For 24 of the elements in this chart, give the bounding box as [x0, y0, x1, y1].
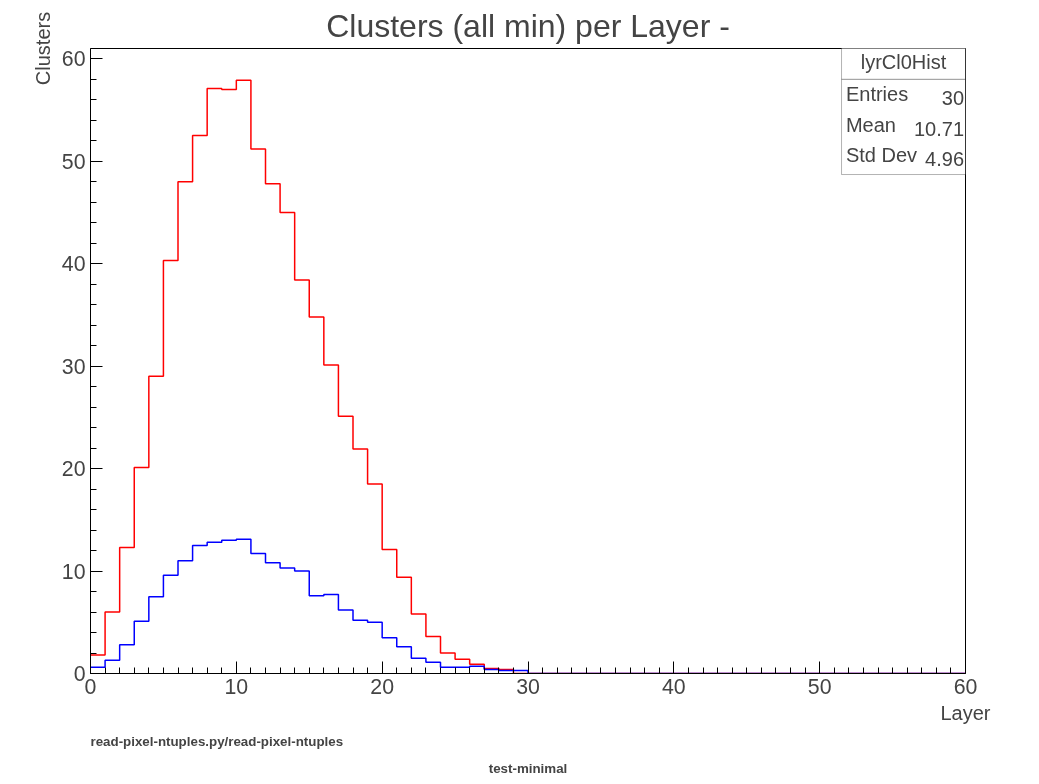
annotation: Mean [845, 113, 896, 136]
x-tick-label: 10 [224, 674, 249, 699]
y-tick-label: 20 [61, 457, 86, 482]
x-axis-title: Layer [940, 701, 991, 724]
y-tick-label: 30 [61, 354, 86, 379]
y-tick-label: 40 [61, 252, 86, 277]
annotation: Entries [845, 82, 909, 105]
text: read-pixel-ntuples.py/read-pixel-ntuples [90, 733, 344, 749]
x-tick-label: 30 [516, 674, 540, 699]
chart-title: Clusters (all min) per Layer - [326, 7, 730, 44]
x-tick-label: 20 [370, 674, 395, 699]
y-tick-label: 50 [61, 149, 86, 174]
annotation: 10.71 [913, 117, 965, 140]
y-tick-label: 10 [61, 559, 86, 584]
x-tick-label: 40 [661, 674, 686, 699]
annotation: Std Dev [845, 144, 918, 167]
annotation: 4.96 [925, 148, 965, 171]
y-axis-title: Clusters [31, 11, 54, 86]
y-tick-label: 60 [61, 47, 86, 72]
annotation: lyrCl0Hist [860, 51, 947, 74]
text: test-minimal [488, 760, 568, 776]
x-tick-label: 50 [807, 674, 832, 699]
x-tick-label: 60 [953, 674, 978, 699]
annotation: 30 [941, 86, 965, 109]
